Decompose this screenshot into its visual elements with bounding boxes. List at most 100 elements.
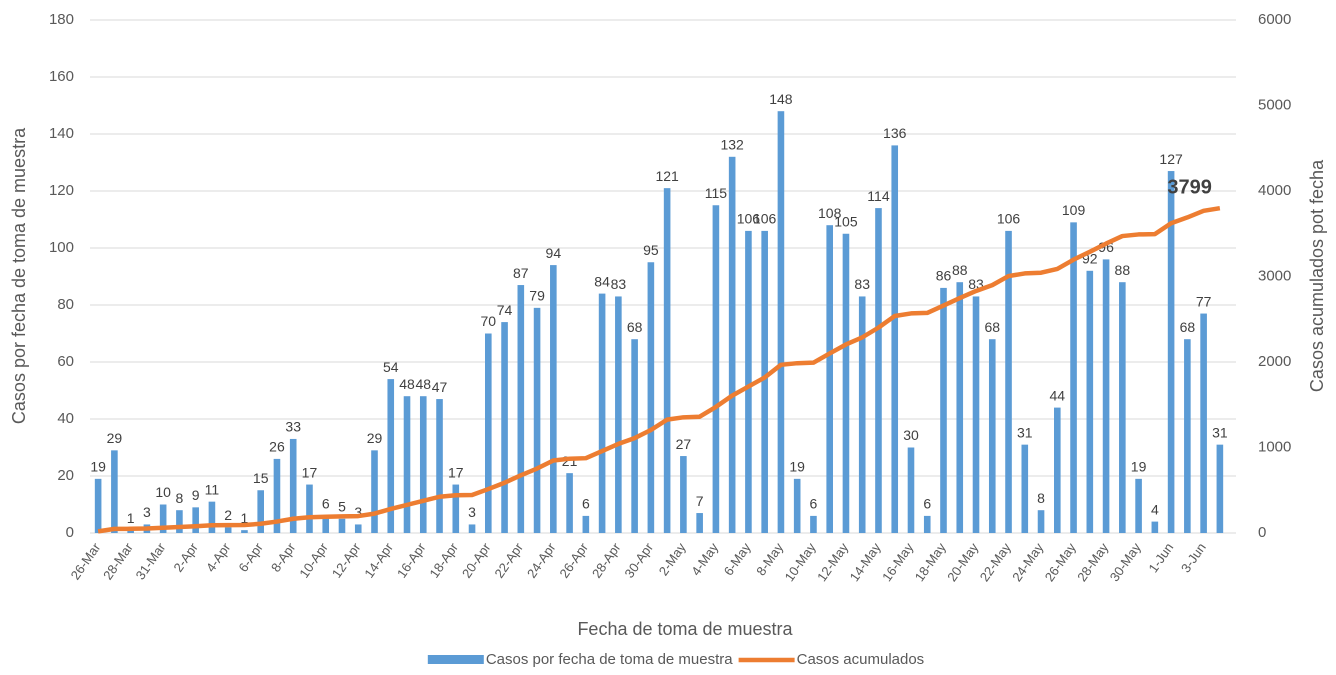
x-tick-label: 14-Apr — [361, 540, 396, 581]
bar-value-label: 6 — [810, 496, 818, 512]
line-end-label: 3799 — [1167, 176, 1212, 198]
y2-tick-label: 5000 — [1258, 96, 1291, 113]
bar-value-label: 6 — [582, 496, 590, 512]
bar — [1184, 339, 1191, 533]
bar-value-label: 9 — [192, 487, 200, 503]
bar — [436, 399, 443, 533]
bar-value-label: 29 — [107, 430, 123, 446]
bar-value-label: 44 — [1050, 387, 1066, 403]
x-tick-label: 20-Apr — [459, 540, 494, 581]
bar — [1102, 259, 1110, 533]
bar — [663, 188, 671, 533]
y-tick-label: 80 — [57, 296, 74, 313]
bar — [988, 339, 996, 533]
bar — [598, 293, 606, 533]
bar-value-label: 30 — [903, 427, 919, 443]
x-tick-label: 30-Apr — [621, 540, 656, 581]
x-tick-label: 16-May — [879, 540, 916, 585]
bar — [371, 450, 378, 533]
bar — [1216, 444, 1224, 533]
bar-value-label: 84 — [594, 273, 610, 289]
bar — [94, 478, 102, 533]
x-tick-label: 30-May — [1107, 540, 1144, 585]
x-tick-label: 18-Apr — [426, 540, 461, 581]
bar — [1119, 282, 1126, 533]
bar — [1200, 313, 1207, 533]
x-tick-label: 8-Apr — [268, 540, 299, 575]
bar — [728, 156, 736, 534]
x-tick-label: 24-Apr — [524, 540, 559, 581]
y2-tick-label: 4000 — [1258, 182, 1291, 199]
bar-value-label: 19 — [1131, 459, 1147, 475]
bar — [793, 478, 801, 533]
x-tick-label: 8-May — [753, 540, 786, 579]
bar — [517, 285, 525, 533]
bar — [485, 333, 492, 533]
bar — [322, 515, 330, 533]
bar — [468, 524, 476, 533]
bar — [940, 287, 947, 533]
y-tick-label: 60 — [57, 353, 74, 370]
bar-value-label: 54 — [383, 359, 399, 375]
bar — [273, 458, 281, 533]
bar-value-label: 17 — [302, 464, 318, 480]
x-tick-label: 26-May — [1042, 540, 1079, 585]
bar — [956, 282, 964, 533]
bar — [533, 307, 541, 533]
bar — [159, 504, 167, 533]
bar-value-label: 11 — [205, 481, 220, 497]
x-tick-label: 14-May — [847, 540, 884, 585]
bar-value-label: 105 — [834, 213, 858, 229]
bar — [680, 456, 687, 533]
bar — [1070, 222, 1077, 533]
bar — [289, 438, 297, 533]
y-tick-label: 20 — [57, 467, 74, 484]
bar-value-label: 95 — [643, 242, 659, 258]
bar — [1054, 407, 1061, 533]
legend-swatch — [427, 655, 484, 664]
bar — [1135, 478, 1142, 533]
y-tick-label: 160 — [49, 68, 74, 85]
bar-value-label: 6 — [322, 496, 330, 512]
line — [97, 205, 1221, 534]
x-tick-label: 6-May — [721, 540, 754, 579]
bar-value-label: 27 — [676, 436, 692, 452]
bar-value-label: 4 — [1151, 501, 1159, 517]
y2-tick-label: 2000 — [1258, 353, 1291, 370]
y2-tick-label: 6000 — [1258, 11, 1291, 28]
bar-value-label: 68 — [1180, 319, 1196, 335]
bar-value-label: 114 — [867, 188, 890, 204]
x-tick-label: 3-Jun — [1178, 540, 1209, 575]
bar-value-label: 3 — [354, 504, 362, 520]
bar — [745, 230, 752, 533]
bar — [208, 501, 216, 533]
bar — [875, 208, 882, 533]
bar-value-label: 5 — [338, 498, 346, 514]
bar — [111, 450, 118, 533]
x-tick-label: 2-Apr — [170, 540, 201, 575]
x-tick-label: 10-Apr — [296, 540, 331, 581]
bar — [647, 262, 655, 533]
bar — [501, 322, 508, 533]
bar-value-label: 33 — [285, 419, 301, 435]
x-tick-label: 4-Apr — [203, 540, 234, 575]
y2-tick-label: 1000 — [1258, 438, 1291, 455]
bar — [1021, 444, 1029, 533]
x-tick-label: 20-May — [944, 540, 981, 585]
x-tick-label: 28-Mar — [100, 540, 136, 583]
bar — [257, 490, 264, 533]
bar — [387, 379, 395, 533]
x-tick-label: 10-May — [782, 540, 819, 585]
y-tick-label: 180 — [49, 11, 74, 28]
bar-value-label: 88 — [952, 262, 968, 278]
bar — [972, 296, 980, 533]
bar-value-label: 106 — [737, 211, 761, 227]
bar-value-label: 68 — [627, 319, 643, 335]
bar-value-label: 87 — [513, 265, 529, 281]
bar-value-label: 29 — [367, 430, 383, 446]
bar-value-label: 26 — [269, 439, 285, 455]
bar — [127, 530, 134, 533]
bar-value-label: 121 — [655, 168, 679, 184]
x-tick-label: 16-Apr — [394, 540, 429, 581]
bar-value-label: 31 — [1017, 424, 1033, 440]
